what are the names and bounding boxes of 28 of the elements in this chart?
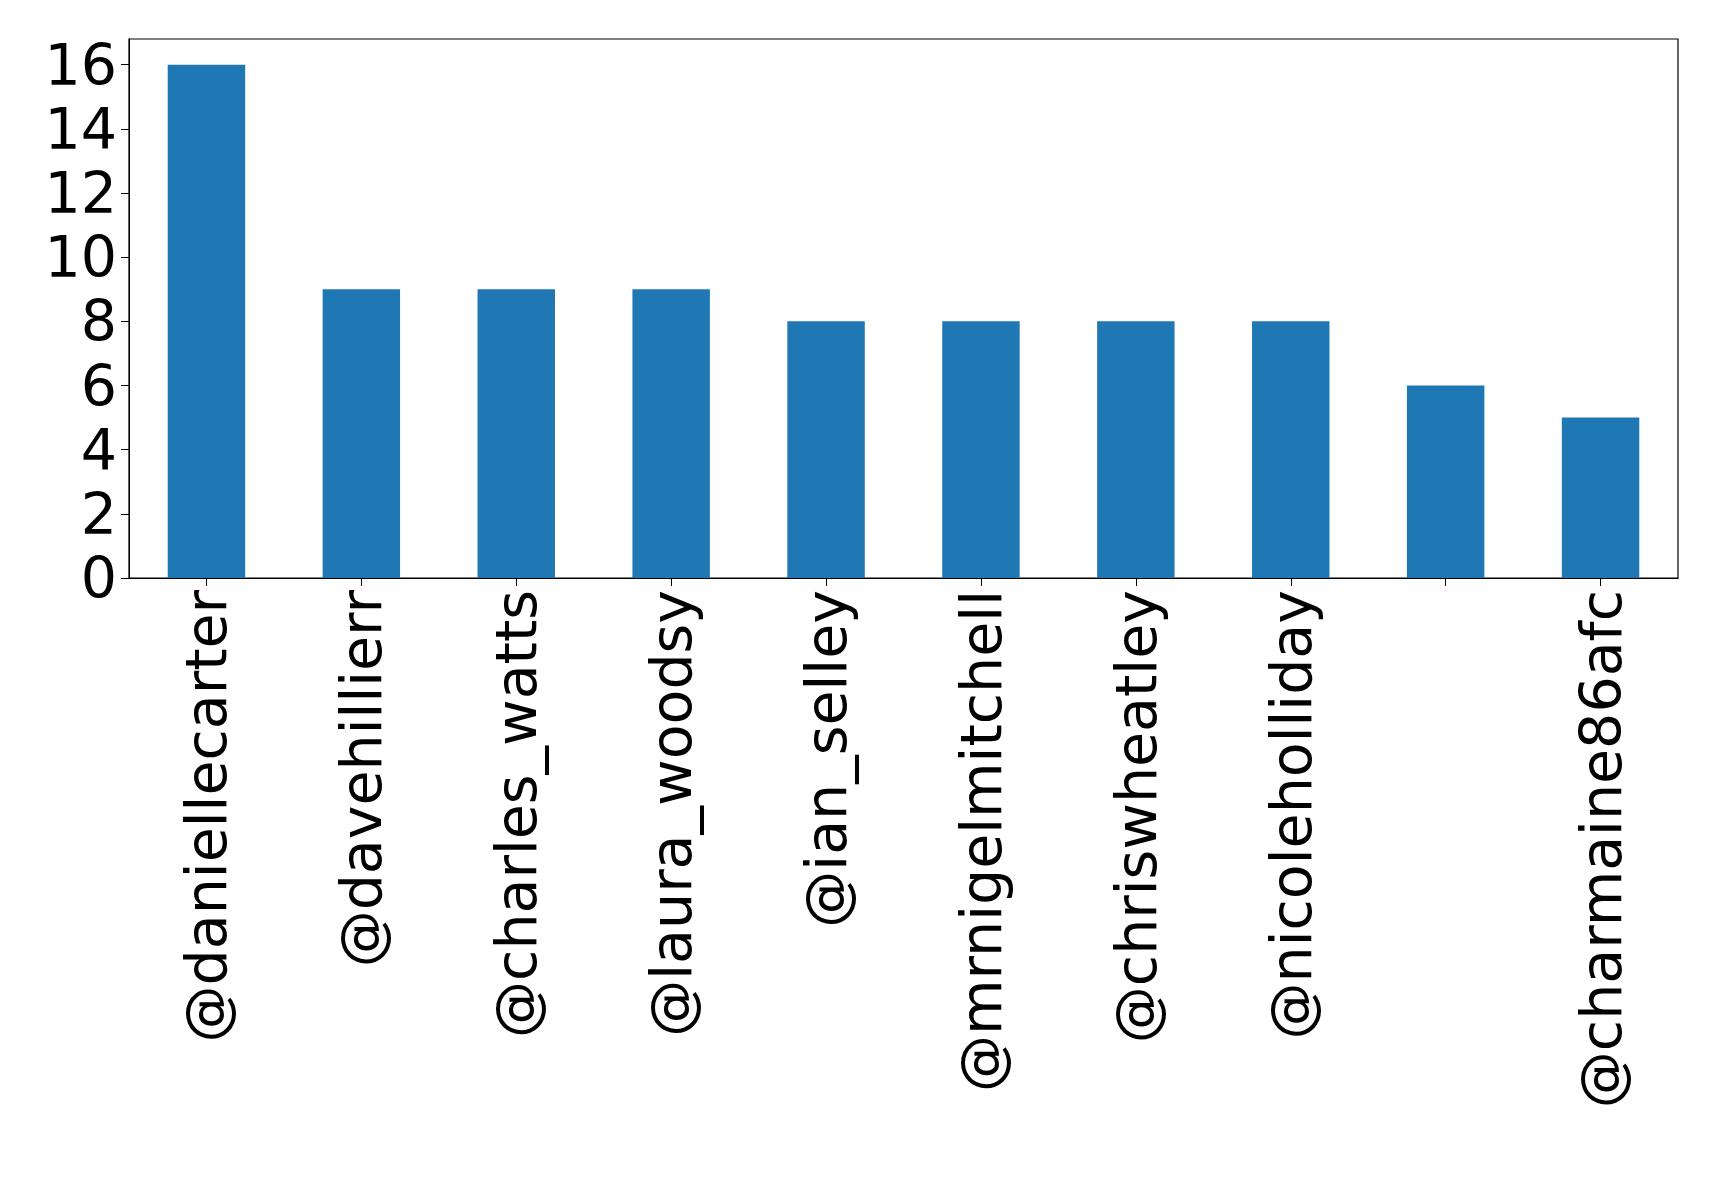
x-tick-label: @charles_watts: [483, 590, 550, 1038]
y-tick-label: 10: [44, 224, 117, 291]
bar: [1097, 321, 1175, 578]
y-tick-label: 2: [80, 480, 117, 547]
y-tick-label: 14: [44, 95, 117, 162]
x-tick-label: @ian_selley: [793, 590, 860, 928]
bar: [1561, 417, 1640, 578]
bar: [632, 289, 710, 578]
x-tick-label: @daniellecarter: [173, 589, 240, 1043]
x-tick-label: @davehillierr: [328, 589, 395, 968]
y-tick-label: 8: [80, 288, 117, 355]
x-tick-label: @chriswheatley: [1102, 590, 1169, 1044]
bar: [1406, 385, 1485, 578]
bar: [1252, 321, 1330, 578]
y-tick-label: 0: [80, 545, 117, 611]
x-tick-label: @nicoleholliday: [1257, 590, 1324, 1040]
bar: [787, 321, 865, 578]
x-tick-label: @charmaine86afc: [1567, 590, 1634, 1109]
x-tick-label: @mrnigelmitchell: [947, 590, 1014, 1092]
y-tick-label: 6: [80, 352, 117, 419]
bar: [942, 321, 1020, 578]
bar: [322, 289, 401, 578]
y-tick-label: 16: [44, 31, 117, 98]
bar: [477, 289, 555, 578]
y-tick-label: 4: [80, 416, 117, 483]
y-tick-label: 12: [44, 160, 117, 226]
bar: [167, 64, 246, 578]
x-tick-label: @laura_woodsy: [638, 590, 705, 1037]
